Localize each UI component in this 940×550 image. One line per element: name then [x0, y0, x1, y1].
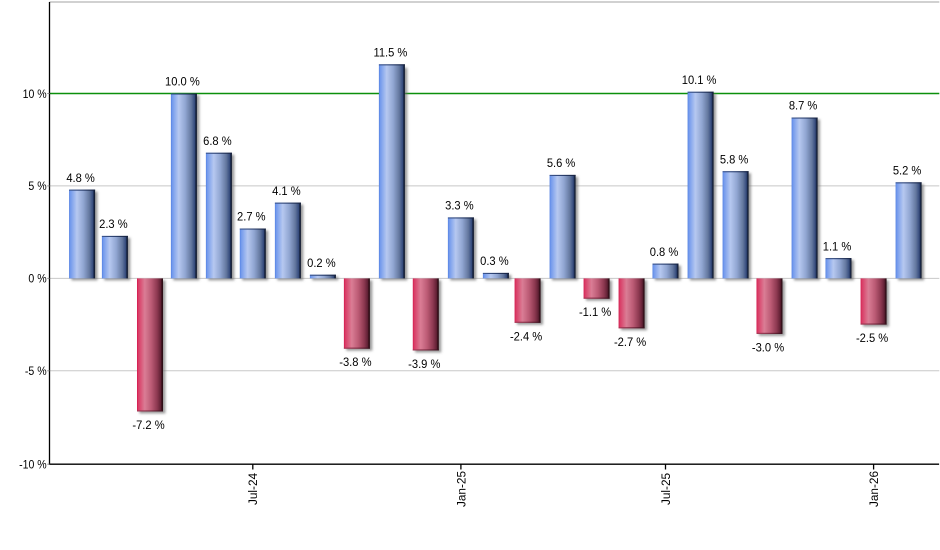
svg-text:5.6 %: 5.6 %	[547, 156, 576, 170]
svg-text:-5 %: -5 %	[25, 364, 47, 378]
svg-text:Jul-24: Jul-24	[246, 473, 260, 505]
svg-text:4.1 %: 4.1 %	[272, 184, 301, 198]
svg-text:0.2 %: 0.2 %	[307, 256, 336, 270]
svg-text:-2.5 %: -2.5 %	[856, 331, 888, 345]
svg-text:3.3 %: 3.3 %	[445, 199, 474, 213]
svg-text:Jul-25: Jul-25	[659, 473, 673, 505]
svg-text:-3.9 %: -3.9 %	[408, 357, 440, 371]
svg-text:10 %: 10 %	[23, 87, 47, 101]
svg-text:-10 %: -10 %	[19, 458, 47, 472]
svg-text:-2.4 %: -2.4 %	[510, 329, 542, 343]
svg-text:11.5 %: 11.5 %	[373, 46, 407, 60]
svg-text:10.1 %: 10.1 %	[682, 73, 717, 87]
svg-text:5 %: 5 %	[28, 179, 46, 193]
svg-text:-7.2 %: -7.2 %	[132, 418, 164, 432]
svg-text:5.2 %: 5.2 %	[893, 164, 922, 178]
svg-text:0 %: 0 %	[28, 272, 46, 286]
svg-text:0.3 %: 0.3 %	[480, 254, 509, 268]
svg-text:-3.8 %: -3.8 %	[339, 355, 371, 369]
svg-text:10.0 %: 10.0 %	[165, 75, 200, 89]
svg-text:-3.0 %: -3.0 %	[752, 340, 784, 354]
svg-text:2.7 %: 2.7 %	[237, 210, 266, 224]
svg-text:2.3 %: 2.3 %	[99, 217, 128, 231]
svg-text:6.8 %: 6.8 %	[203, 134, 232, 148]
svg-text:Jan-25: Jan-25	[454, 471, 468, 507]
svg-text:Jan-26: Jan-26	[867, 471, 881, 507]
svg-text:5.8 %: 5.8 %	[720, 152, 749, 166]
svg-text:-1.1 %: -1.1 %	[579, 305, 611, 319]
svg-text:1.1 %: 1.1 %	[823, 239, 852, 253]
svg-text:4.8 %: 4.8 %	[66, 171, 95, 185]
svg-text:-2.7 %: -2.7 %	[614, 335, 646, 349]
svg-text:8.7 %: 8.7 %	[789, 99, 818, 113]
svg-text:0.8 %: 0.8 %	[650, 245, 679, 259]
